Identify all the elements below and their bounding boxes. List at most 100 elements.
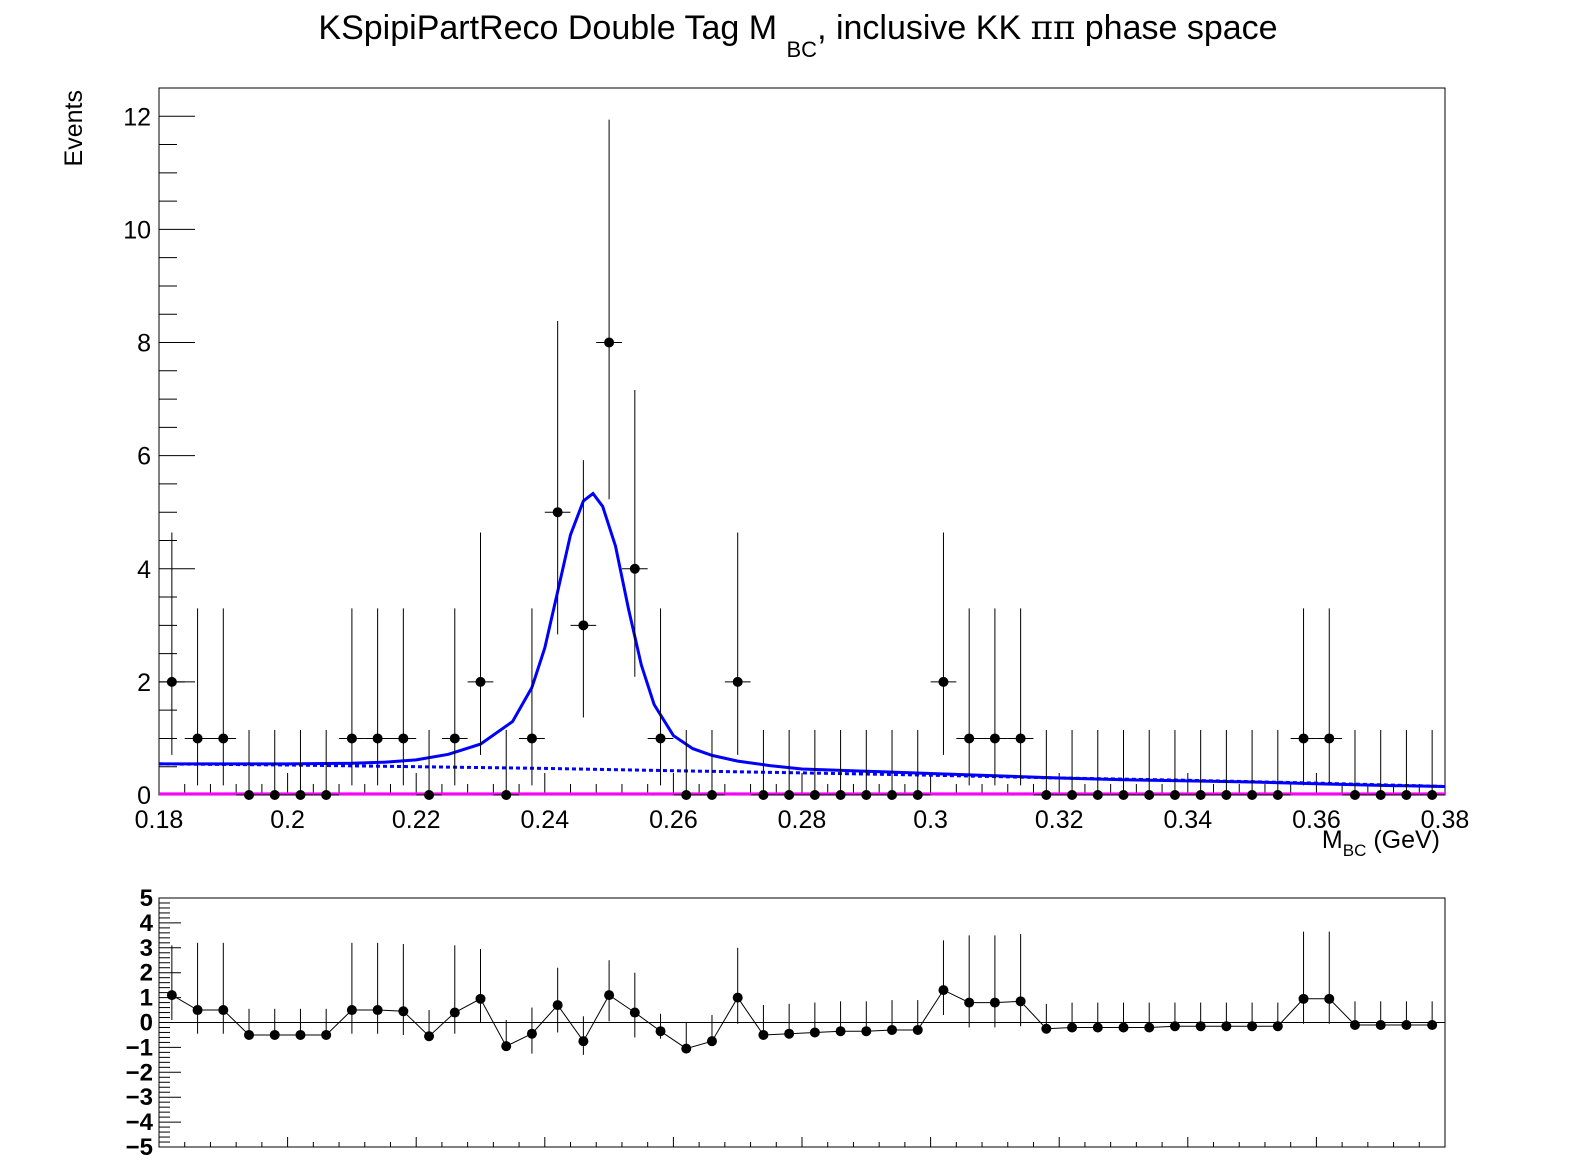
residual-point bbox=[192, 942, 203, 1034]
data-point bbox=[210, 608, 237, 786]
data-marker bbox=[732, 676, 743, 687]
residual-marker bbox=[912, 1024, 923, 1035]
data-marker bbox=[1092, 790, 1103, 800]
residual-marker bbox=[1067, 1022, 1078, 1033]
data-point bbox=[1007, 608, 1034, 786]
data-point bbox=[467, 532, 494, 755]
data-marker bbox=[1221, 790, 1232, 800]
data-marker bbox=[218, 733, 229, 744]
data-point bbox=[1393, 729, 1420, 800]
residual-point bbox=[964, 935, 975, 1028]
y-tick-label: 12 bbox=[123, 103, 151, 131]
x-tick-label: 0.38 bbox=[1421, 806, 1470, 834]
data-point bbox=[519, 608, 545, 786]
data-point bbox=[313, 729, 340, 800]
x-tick-label: 0.34 bbox=[1163, 806, 1212, 834]
data-point bbox=[1367, 729, 1394, 800]
data-marker bbox=[475, 676, 486, 687]
residual-point bbox=[1092, 1002, 1103, 1033]
data-point bbox=[776, 729, 802, 800]
data-point bbox=[673, 729, 700, 800]
residual-marker bbox=[1118, 1022, 1129, 1033]
title-suffix: , inclusive KK bbox=[817, 9, 1022, 47]
data-marker bbox=[1144, 790, 1155, 800]
residual-point bbox=[912, 1000, 923, 1035]
data-marker bbox=[526, 733, 537, 744]
title-tail: phase space bbox=[1075, 9, 1278, 47]
data-marker bbox=[1067, 790, 1078, 800]
data-marker bbox=[835, 790, 846, 800]
data-marker bbox=[1118, 790, 1129, 800]
residual-point bbox=[424, 1010, 435, 1042]
data-point bbox=[236, 729, 262, 800]
residual-point bbox=[1298, 931, 1309, 1024]
data-point bbox=[1419, 729, 1445, 800]
title-greek: ππ bbox=[1030, 8, 1076, 48]
residual-point bbox=[758, 1005, 769, 1040]
residual-marker bbox=[321, 1029, 332, 1040]
data-marker bbox=[938, 676, 949, 687]
residual-marker bbox=[1375, 1019, 1386, 1030]
residual-marker bbox=[809, 1027, 820, 1038]
residual-marker bbox=[1195, 1021, 1206, 1032]
residual-y-tick-label: 1 bbox=[140, 985, 153, 1012]
data-point bbox=[1187, 729, 1214, 800]
residual-marker bbox=[655, 1026, 666, 1037]
residual-point bbox=[475, 949, 486, 1023]
residual-marker bbox=[1247, 1021, 1258, 1032]
data-point bbox=[1136, 729, 1163, 800]
residual-point bbox=[1221, 1002, 1232, 1032]
residual-marker bbox=[1041, 1023, 1052, 1034]
residual-y-tick-label: −5 bbox=[126, 1134, 153, 1161]
residual-point bbox=[784, 1003, 795, 1039]
data-marker bbox=[1349, 790, 1360, 800]
data-marker bbox=[1247, 790, 1258, 800]
data-marker bbox=[372, 733, 383, 744]
data-marker bbox=[552, 507, 563, 518]
residual-point bbox=[1401, 1001, 1412, 1030]
residual-y-tick-label: 3 bbox=[140, 935, 153, 962]
data-marker bbox=[269, 790, 280, 800]
residual-point bbox=[501, 1020, 512, 1052]
y-tick-label: 10 bbox=[123, 216, 151, 244]
x-tick-label: 0.2 bbox=[270, 806, 305, 834]
residual-y-tick-label: −2 bbox=[126, 1059, 153, 1086]
data-marker bbox=[166, 676, 177, 687]
residual-marker bbox=[578, 1036, 589, 1047]
data-marker bbox=[784, 790, 795, 800]
data-point bbox=[570, 460, 597, 718]
residual-point bbox=[887, 1000, 898, 1035]
residual-point bbox=[655, 1013, 666, 1039]
data-point bbox=[287, 729, 314, 800]
data-marker bbox=[501, 790, 512, 800]
data-point bbox=[750, 729, 777, 800]
residual-marker bbox=[938, 985, 949, 996]
data-marker bbox=[1041, 790, 1052, 800]
residual-y-tick-label: 5 bbox=[140, 885, 153, 912]
residual-marker bbox=[1298, 993, 1309, 1004]
data-marker bbox=[1272, 790, 1283, 800]
data-marker bbox=[604, 337, 615, 348]
data-point bbox=[544, 321, 571, 635]
data-point bbox=[1239, 729, 1265, 800]
data-point bbox=[879, 729, 905, 800]
residual-marker bbox=[758, 1029, 769, 1040]
data-point bbox=[1162, 729, 1188, 800]
residual-point bbox=[321, 1008, 332, 1040]
residual-point bbox=[1015, 934, 1026, 1027]
data-marker bbox=[809, 790, 820, 800]
data-point bbox=[1290, 608, 1317, 786]
data-point bbox=[184, 608, 211, 786]
data-point bbox=[1084, 729, 1111, 800]
residual-marker bbox=[218, 1005, 229, 1016]
x-tick-label: 0.24 bbox=[520, 806, 569, 834]
residual-marker bbox=[192, 1005, 203, 1016]
data-marker bbox=[1375, 790, 1386, 800]
data-marker bbox=[1401, 790, 1412, 800]
residual-marker bbox=[732, 992, 743, 1003]
data-point bbox=[956, 608, 983, 786]
x-axis-label: MBC (GeV) bbox=[1322, 826, 1440, 860]
residual-point bbox=[1195, 1002, 1206, 1032]
x-tick-label: 0.22 bbox=[392, 806, 441, 834]
